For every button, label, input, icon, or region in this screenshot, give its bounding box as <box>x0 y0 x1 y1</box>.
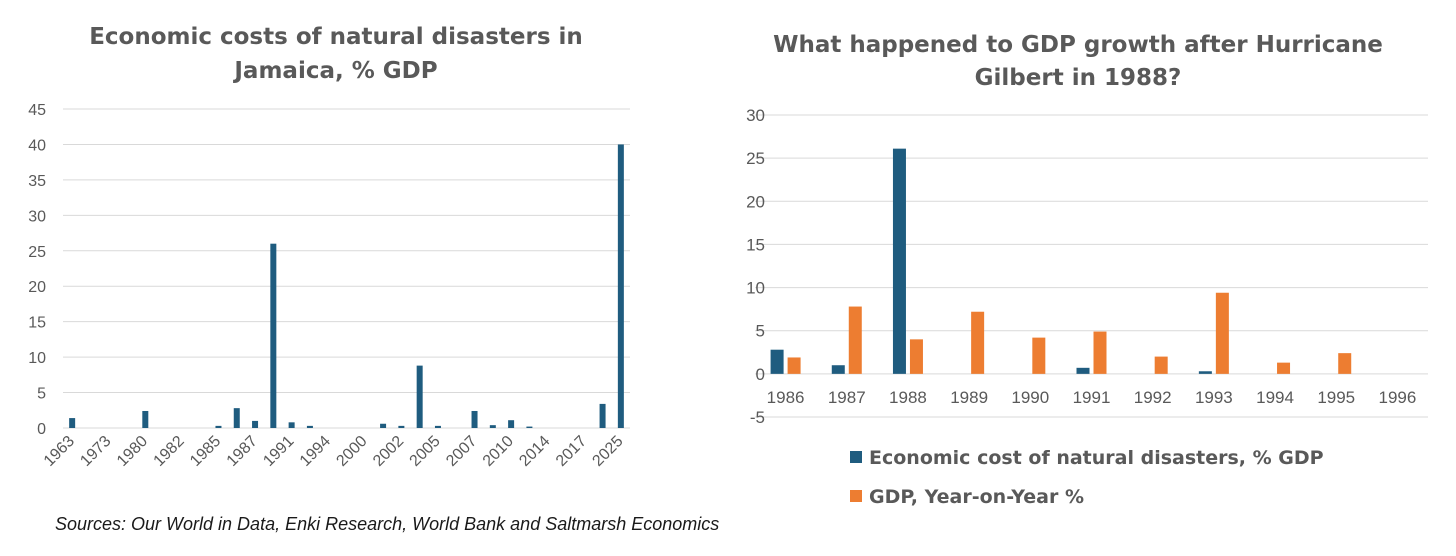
right-y-tick-label: 5 <box>756 322 765 341</box>
left-y-tick-label: 5 <box>37 386 46 403</box>
left-y-tick-label: 45 <box>28 102 46 119</box>
left-y-tick-label: 20 <box>28 279 46 296</box>
right-x-tick-label: 1986 <box>767 388 805 407</box>
left-bar <box>233 408 240 428</box>
right-x-tick-label: 1987 <box>828 388 866 407</box>
legend-label-gdp: GDP, Year-on-Year % <box>869 486 1084 508</box>
left-bar <box>306 425 313 428</box>
right-bar-gdp <box>1093 331 1107 374</box>
right-y-tick-label: 10 <box>746 279 765 298</box>
left-x-tick-label: 1982 <box>151 433 188 470</box>
left-chart: Economic costs of natural disasters in J… <box>28 24 630 470</box>
left-x-tick-label: 1994 <box>297 433 334 470</box>
right-bar-disaster-cost <box>1198 371 1212 374</box>
left-x-tick-label: 2000 <box>333 433 370 470</box>
left-x-tick-label: 1987 <box>224 433 261 470</box>
left-bar <box>508 420 515 428</box>
left-x-tick-label: 2005 <box>407 433 444 470</box>
right-bar-gdp <box>787 357 801 374</box>
left-bar <box>416 365 423 428</box>
left-bar <box>142 410 149 428</box>
left-bar <box>434 425 441 428</box>
right-bar-disaster-cost <box>831 365 845 374</box>
right-bar-disaster-cost <box>770 349 784 374</box>
left-x-tick-label: 1980 <box>114 433 151 470</box>
left-x-tick-label: 2002 <box>370 433 407 470</box>
right-y-tick-label: -5 <box>750 408 765 427</box>
left-chart-title-line-1: Economic costs of natural disasters in <box>89 24 583 50</box>
right-bar-disaster-cost <box>892 148 906 374</box>
left-bar <box>599 403 606 428</box>
left-x-tick-label: 2010 <box>480 433 517 470</box>
left-x-tick-label: 2007 <box>443 433 480 470</box>
legend-swatch-gdp <box>850 490 862 502</box>
left-y-tick-label: 0 <box>37 421 46 438</box>
right-x-tick-label: 1989 <box>950 388 988 407</box>
right-y-tick-label: 25 <box>746 149 765 168</box>
right-bar-gdp <box>1215 292 1229 374</box>
left-x-tick-label: 1991 <box>260 433 297 470</box>
left-y-tick-label: 40 <box>28 137 46 154</box>
right-chart-title-line-2: Gilbert in 1988? <box>975 65 1182 91</box>
right-x-tick-label: 1996 <box>1378 388 1416 407</box>
left-bar <box>270 243 277 428</box>
right-chart: What happened to GDP growth after Hurric… <box>746 32 1428 508</box>
left-bar <box>617 144 624 428</box>
legend-label-disaster-cost: Economic cost of natural disasters, % GD… <box>869 447 1324 469</box>
left-bar <box>69 418 76 428</box>
left-y-tick-label: 25 <box>28 244 46 261</box>
right-bar-gdp <box>1277 362 1291 374</box>
right-bar-disaster-cost <box>1076 367 1090 374</box>
left-bar <box>215 425 222 428</box>
left-x-tick-label: 1985 <box>187 433 224 470</box>
left-bar <box>252 420 259 428</box>
right-bar-gdp <box>1154 356 1168 374</box>
left-x-tick-label: 1973 <box>77 433 114 470</box>
right-x-tick-label: 1995 <box>1317 388 1355 407</box>
left-y-tick-label: 35 <box>28 173 46 190</box>
left-y-tick-label: 30 <box>28 208 46 225</box>
right-x-tick-label: 1991 <box>1073 388 1111 407</box>
right-y-tick-label: 30 <box>746 106 765 125</box>
right-y-tick-label: 15 <box>746 235 765 254</box>
left-y-tick-label: 10 <box>28 350 46 367</box>
left-x-tick-label: 2025 <box>589 433 626 470</box>
right-bar-gdp <box>909 339 923 374</box>
legend: Economic cost of natural disasters, % GD… <box>850 447 1324 508</box>
left-y-tick-label: 15 <box>28 315 46 332</box>
right-x-tick-label: 1994 <box>1256 388 1294 407</box>
right-chart-title-line-1: What happened to GDP growth after Hurric… <box>773 32 1383 58</box>
right-bar-gdp <box>848 306 862 374</box>
legend-swatch-disaster-cost <box>850 451 862 463</box>
sources-note: Sources: Our World in Data, Enki Researc… <box>55 514 720 534</box>
left-bar <box>489 425 496 428</box>
left-x-tick-label: 2017 <box>553 433 590 470</box>
right-y-tick-label: 0 <box>756 365 765 384</box>
left-bar <box>526 426 533 428</box>
right-x-tick-label: 1988 <box>889 388 927 407</box>
left-bar <box>380 423 387 428</box>
left-chart-title-line-2: Jamaica, % GDP <box>232 58 437 84</box>
left-bar <box>288 422 295 428</box>
right-x-tick-label: 1993 <box>1195 388 1233 407</box>
right-bar-gdp <box>1338 353 1352 374</box>
left-bar <box>471 410 478 428</box>
right-x-tick-label: 1992 <box>1134 388 1172 407</box>
right-bar-gdp <box>971 311 985 374</box>
right-x-tick-label: 1990 <box>1011 388 1049 407</box>
right-y-tick-label: 20 <box>746 192 765 211</box>
left-x-tick-label: 2014 <box>516 433 553 470</box>
left-bar <box>398 425 405 428</box>
right-bar-gdp <box>1032 337 1046 374</box>
left-x-tick-label: 1963 <box>41 433 78 470</box>
